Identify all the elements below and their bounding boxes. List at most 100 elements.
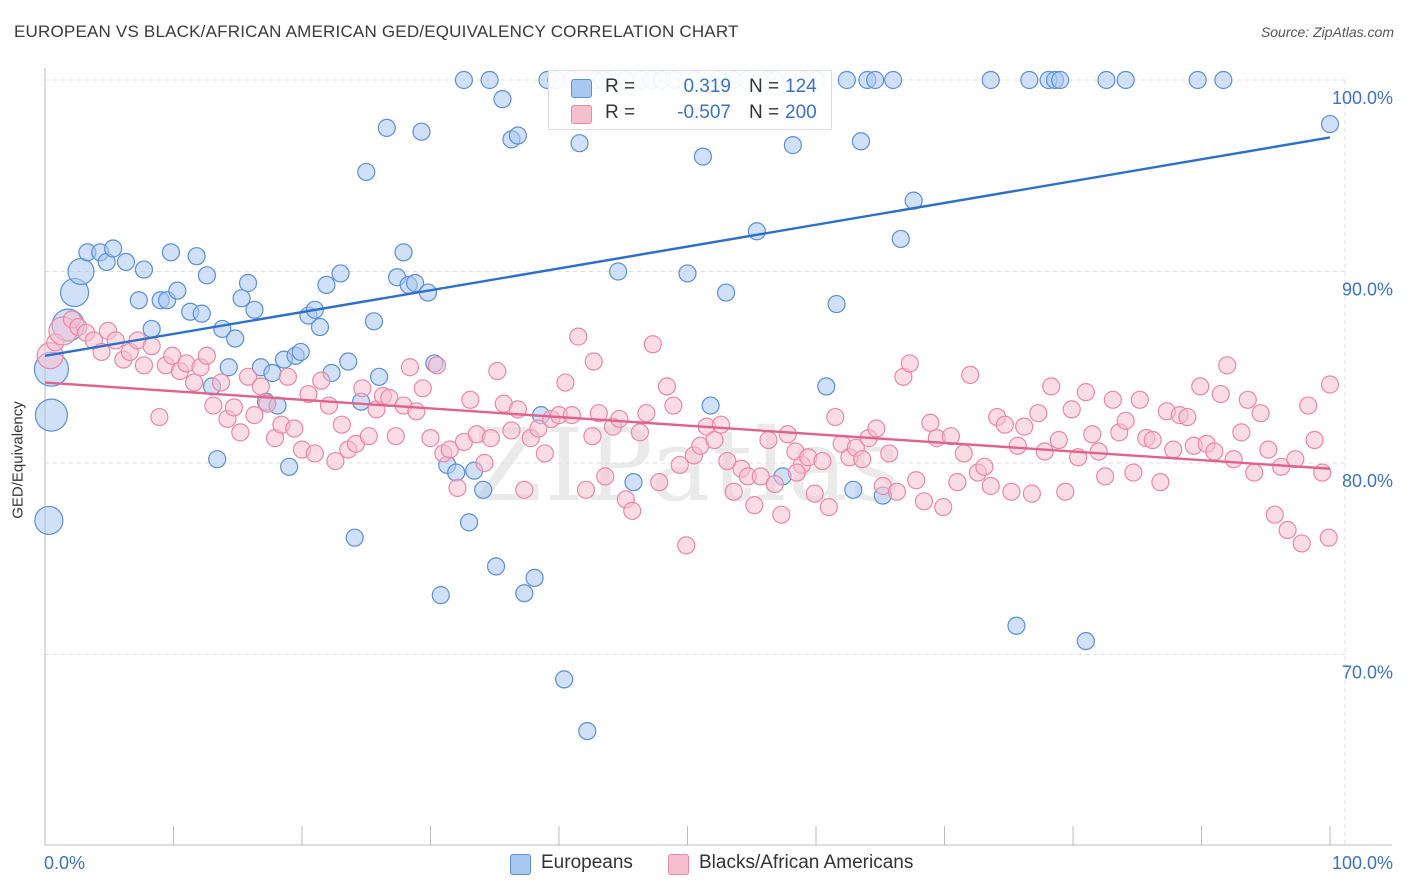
point-blacks — [664, 396, 683, 415]
point-blacks — [278, 367, 297, 386]
point-europeans — [238, 273, 258, 293]
point-blacks — [657, 377, 677, 396]
point-europeans — [412, 122, 431, 141]
point-europeans — [291, 342, 310, 362]
point-blacks — [948, 473, 967, 492]
point-blacks — [934, 497, 953, 517]
point-blacks — [258, 394, 277, 413]
legend-n-label: N = — [749, 76, 780, 97]
point-blacks — [1224, 450, 1243, 469]
point-europeans — [624, 473, 643, 492]
point-europeans — [701, 396, 720, 415]
point-blacks — [142, 337, 161, 356]
point-blacks — [907, 471, 926, 490]
point-blacks — [1251, 404, 1270, 423]
point-europeans — [34, 505, 64, 536]
point-europeans — [142, 319, 161, 339]
point-blacks — [326, 451, 345, 471]
legend-r-label: R = — [605, 102, 636, 123]
point-blacks — [285, 419, 304, 438]
point-blacks — [819, 497, 838, 517]
point-blacks — [427, 356, 447, 375]
point-blacks — [975, 457, 994, 476]
point-blacks — [610, 409, 629, 429]
point-europeans — [783, 136, 802, 155]
point-blacks — [1056, 482, 1075, 501]
point-blacks — [400, 358, 420, 377]
point-europeans — [493, 90, 512, 109]
point-europeans — [370, 367, 389, 386]
y-tick-label: 90.0% — [1342, 280, 1393, 300]
point-blacks — [556, 373, 575, 392]
point-europeans — [844, 480, 863, 499]
point-europeans — [817, 377, 836, 396]
point-europeans — [394, 243, 413, 262]
point-blacks — [407, 402, 426, 421]
bottom-legend-swatch-blacks — [668, 854, 689, 875]
trend-line-europeans — [44, 136, 1331, 357]
x-tick-label: 100.0% — [1332, 853, 1393, 873]
point-europeans — [981, 70, 1000, 90]
point-blacks — [623, 501, 642, 520]
point-blacks — [650, 473, 669, 492]
point-europeans — [891, 229, 910, 249]
legend-r-value: -0.507 — [677, 102, 731, 123]
point-blacks — [211, 373, 231, 392]
point-blacks — [880, 444, 899, 463]
y-tick-label: 70.0% — [1342, 663, 1393, 683]
point-blacks — [887, 482, 907, 501]
point-blacks — [643, 335, 662, 354]
point-europeans — [192, 304, 211, 323]
trend-lines — [44, 136, 1331, 470]
point-blacks — [914, 492, 934, 511]
point-blacks — [332, 415, 351, 434]
point-blacks — [759, 430, 778, 450]
point-blacks — [711, 415, 731, 434]
point-europeans — [515, 584, 534, 603]
point-europeans — [678, 264, 697, 283]
point-blacks — [1008, 436, 1027, 455]
point-europeans — [208, 450, 227, 469]
point-europeans — [486, 557, 506, 576]
bottom-legend-label: Blacks/African Americans — [699, 852, 914, 873]
point-blacks — [867, 419, 886, 438]
point-blacks — [1015, 417, 1034, 436]
point-blacks — [787, 463, 806, 482]
point-europeans — [161, 243, 181, 262]
point-blacks — [1096, 467, 1115, 486]
point-blacks — [995, 415, 1014, 434]
point-europeans — [129, 291, 148, 310]
point-blacks — [231, 423, 250, 442]
legend-n-label: N = — [749, 102, 780, 123]
point-europeans — [716, 283, 736, 302]
point-blacks — [150, 407, 169, 427]
point-europeans — [447, 463, 466, 482]
point-blacks — [1062, 400, 1081, 419]
point-blacks — [353, 379, 372, 398]
point-blacks — [670, 455, 689, 475]
point-blacks — [1164, 440, 1183, 459]
y-tick-label: 100.0% — [1332, 88, 1393, 108]
point-europeans — [480, 70, 499, 90]
point-europeans — [1007, 616, 1026, 635]
point-blacks — [745, 496, 764, 515]
point-europeans — [280, 457, 299, 476]
point-europeans — [837, 70, 856, 90]
point-blacks — [184, 373, 204, 392]
x-tick-label: 0.0% — [44, 853, 85, 873]
point-blacks — [163, 346, 182, 365]
series-blacks — [36, 310, 1340, 555]
point-blacks — [853, 450, 872, 469]
point-blacks — [1232, 423, 1251, 442]
point-blacks — [1286, 450, 1305, 469]
point-europeans — [310, 317, 330, 337]
point-blacks — [1319, 528, 1338, 547]
point-europeans — [104, 239, 123, 258]
legend-r-value: 0.319 — [683, 76, 731, 97]
point-blacks — [813, 451, 832, 471]
point-blacks — [134, 356, 154, 375]
point-blacks — [1313, 463, 1332, 482]
legend-swatch-europeans — [571, 79, 592, 98]
point-blacks — [954, 444, 973, 463]
